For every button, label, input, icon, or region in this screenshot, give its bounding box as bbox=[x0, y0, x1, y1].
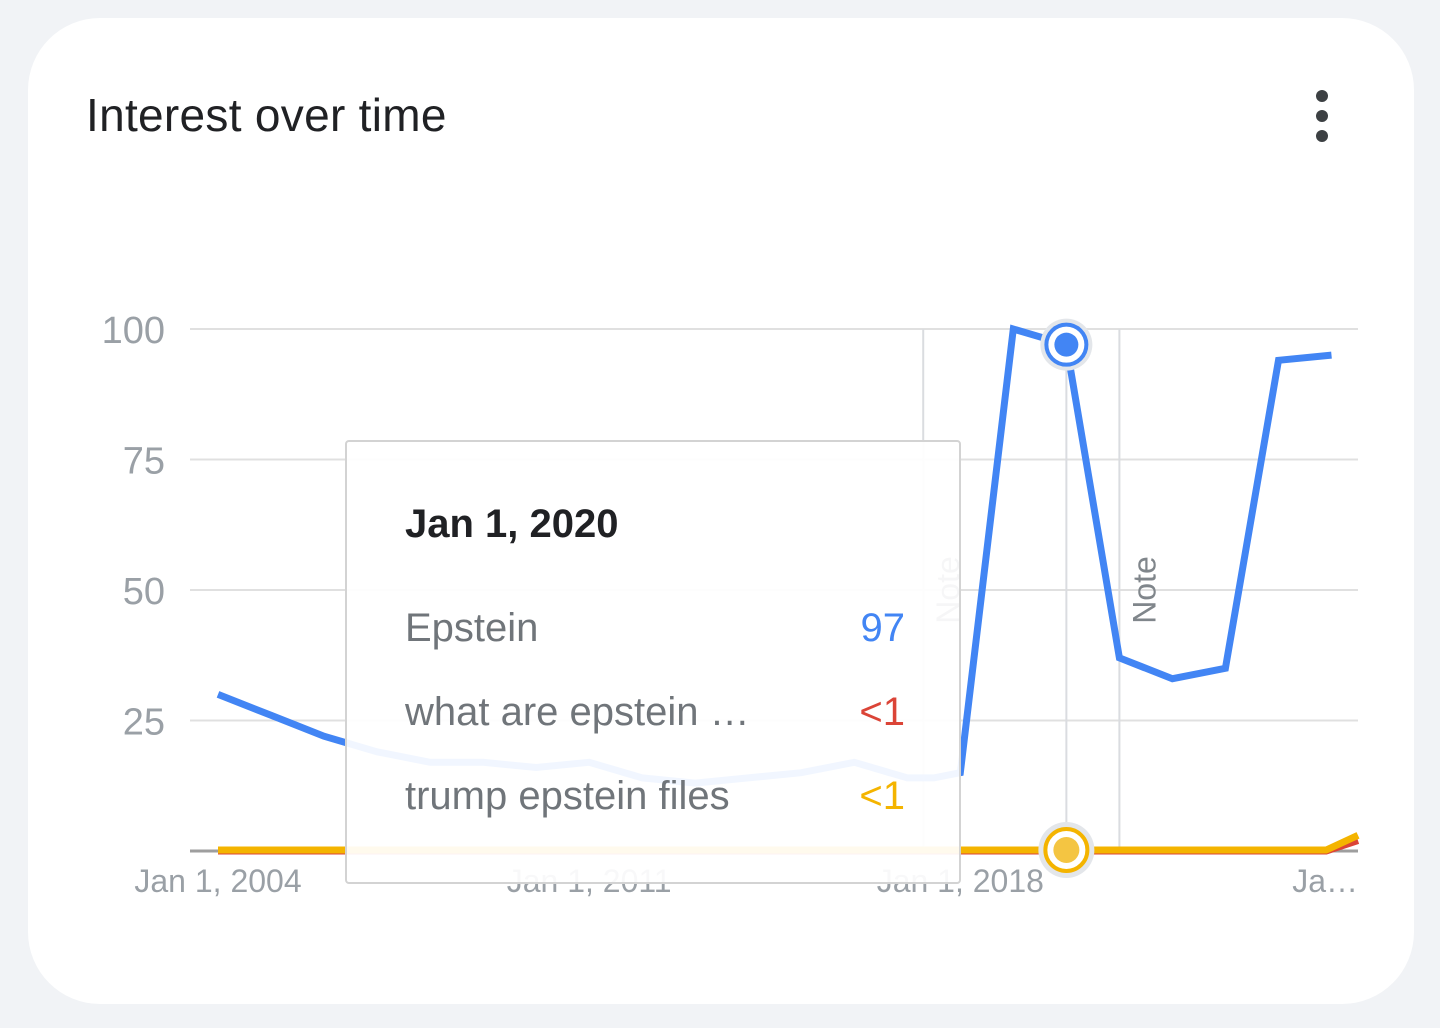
y-tick-label: 25 bbox=[123, 702, 165, 744]
tooltip-series-value: 97 bbox=[860, 606, 906, 650]
tooltip-series-label: trump epstein files bbox=[405, 774, 730, 818]
tooltip-series-label: what are epstein … bbox=[405, 690, 750, 734]
tooltip-series-label: Epstein bbox=[405, 606, 539, 650]
menu-dot bbox=[1316, 90, 1328, 102]
tooltip-series-value: <1 bbox=[859, 690, 905, 734]
note-label: Note bbox=[1126, 556, 1162, 624]
tooltip-series-value: <1 bbox=[859, 774, 905, 818]
tooltip-row: Epstein 97 bbox=[405, 606, 905, 656]
chart-tooltip: Jan 1, 2020 Epstein 97 what are epstein … bbox=[345, 440, 961, 884]
menu-dot bbox=[1316, 110, 1328, 122]
hover-marker bbox=[1054, 332, 1079, 357]
tooltip-date: Jan 1, 2020 bbox=[405, 502, 619, 546]
tooltip-row: what are epstein … <1 bbox=[405, 690, 905, 740]
y-tick-label: 75 bbox=[123, 441, 165, 483]
card-title: Interest over time bbox=[86, 89, 447, 141]
menu-dot bbox=[1316, 130, 1328, 142]
more-vert-icon[interactable] bbox=[1300, 84, 1344, 148]
x-tick-label: Jan 1, 2004 bbox=[134, 863, 301, 899]
y-tick-label: 50 bbox=[123, 571, 165, 613]
hover-marker bbox=[1053, 836, 1080, 863]
y-tick-label: 100 bbox=[102, 310, 165, 352]
tooltip-row: trump epstein files <1 bbox=[405, 774, 905, 824]
x-tick-label: Ja… bbox=[1292, 863, 1358, 899]
